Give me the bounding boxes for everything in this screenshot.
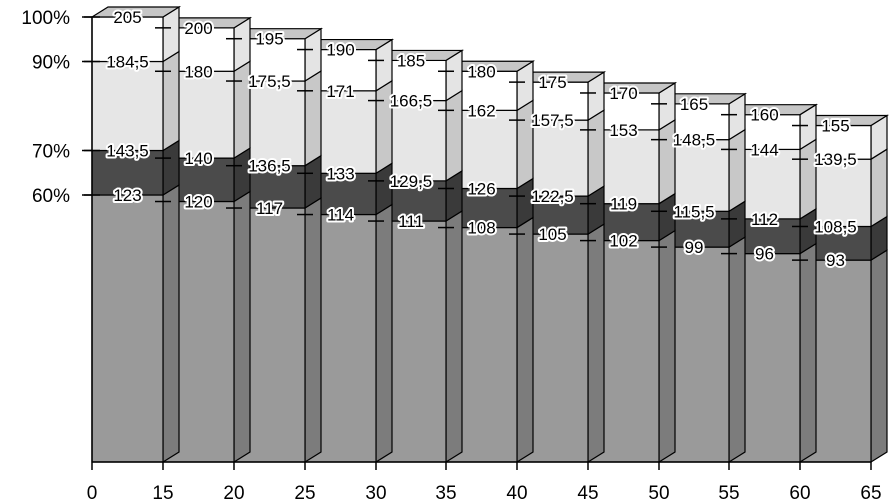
- data-label: 200: [184, 19, 212, 38]
- bar-8-band-2-side: [728, 128, 746, 213]
- x-tick-label: 0: [87, 483, 98, 504]
- data-label: 108: [467, 219, 495, 238]
- x-tick-label: 40: [506, 483, 527, 504]
- data-label: 155: [821, 117, 849, 136]
- data-label: 184,5: [106, 53, 149, 72]
- bar-0-band-3: [91, 16, 164, 63]
- x-tick-label: 25: [294, 483, 315, 504]
- data-label: 102: [609, 232, 637, 251]
- bar-2-band-2-side: [304, 69, 322, 167]
- data-label: 129,5: [390, 172, 433, 191]
- bar-7-band-0-side: [658, 229, 676, 464]
- bar-1-band-0-side: [233, 190, 251, 464]
- data-label: 143,5: [106, 142, 149, 161]
- bar-0: [89, 5, 182, 464]
- data-label: 175: [538, 73, 566, 92]
- data-label: 126: [467, 179, 495, 198]
- data-label: 165: [680, 95, 708, 114]
- data-label: 112: [751, 210, 778, 229]
- bar-4-band-2-side: [445, 89, 463, 182]
- data-label: 99: [685, 238, 704, 257]
- bar-0-band-0: [91, 194, 164, 463]
- data-label: 96: [755, 245, 774, 264]
- data-label: 93: [826, 251, 845, 270]
- x-tick-label: 50: [648, 483, 669, 504]
- data-label: 185: [397, 51, 425, 70]
- bar-9-band-0-side: [799, 242, 817, 464]
- data-label: 180: [184, 62, 212, 81]
- bars-layer: [89, 5, 890, 464]
- data-label: 120: [184, 193, 212, 212]
- bar-5-band-0-side: [516, 216, 534, 464]
- x-tick-label: 20: [223, 483, 244, 504]
- data-label: 105: [538, 225, 566, 244]
- bar-6-band-2-side: [587, 109, 605, 198]
- data-label: 108,5: [814, 217, 857, 236]
- x-tick-label: 15: [152, 483, 173, 504]
- data-label: 140: [184, 149, 212, 168]
- y-tick-label: 90%: [32, 53, 70, 74]
- labels-layer: 123 143,5 184,5 205 120 140 180 200 117 136,5 175,…: [84, 6, 859, 272]
- axes-layer: 100% 90% 70% 60% 0 15 20 25 30 35 40 45 50 55 60 65: [21, 8, 881, 504]
- y-tick-label: 100%: [21, 8, 70, 29]
- data-label: 157,5: [531, 111, 574, 130]
- data-label: 162: [467, 101, 495, 120]
- data-label: 144: [750, 140, 778, 159]
- x-tick-label: 35: [435, 483, 456, 504]
- bar-3-band-0-side: [375, 203, 393, 464]
- bar-0-band-2-side: [162, 50, 180, 152]
- data-label: 119: [610, 195, 637, 214]
- data-label: 190: [326, 41, 354, 60]
- data-label: 153: [609, 121, 637, 140]
- data-label: 139,5: [814, 150, 857, 169]
- data-label: 180: [467, 62, 495, 81]
- x-tick-label: 60: [789, 483, 810, 504]
- data-label: 148,5: [673, 131, 716, 150]
- data-label: 160: [750, 106, 778, 125]
- bar-8-band-0-side: [728, 236, 746, 464]
- data-label: 166,5: [390, 92, 433, 111]
- x-tick-label: 55: [718, 483, 739, 504]
- data-label: 114: [327, 206, 354, 225]
- x-tick-label: 30: [365, 483, 386, 504]
- bar-6-band-0-side: [587, 222, 605, 464]
- data-label: 175,5: [248, 72, 291, 91]
- x-tick-label: 65: [860, 483, 881, 504]
- data-label: 123: [113, 186, 141, 205]
- bar-10-band-0-side: [870, 249, 888, 464]
- data-label: 133: [326, 164, 354, 183]
- y-tick-label: 60%: [32, 186, 70, 207]
- data-label: 122,5: [531, 187, 574, 206]
- x-tick-label: 45: [577, 483, 598, 504]
- bar-10-band-2-side: [870, 148, 888, 228]
- bar-4-band-0-side: [445, 209, 463, 464]
- y-tick-label: 70%: [32, 142, 70, 163]
- bar-0-band-0-side: [162, 183, 180, 464]
- bar-0-band-2: [91, 60, 164, 152]
- data-label: 115,5: [673, 202, 714, 221]
- bar-2-band-0-side: [304, 196, 322, 464]
- data-label: 170: [609, 84, 637, 103]
- data-label: 117: [256, 199, 283, 218]
- bar-0-top: [89, 6, 182, 18]
- data-label: 111: [398, 212, 424, 231]
- data-label: 195: [255, 30, 283, 49]
- data-label: 171: [326, 82, 354, 101]
- data-label: 205: [113, 8, 141, 27]
- data-label: 136,5: [248, 157, 291, 176]
